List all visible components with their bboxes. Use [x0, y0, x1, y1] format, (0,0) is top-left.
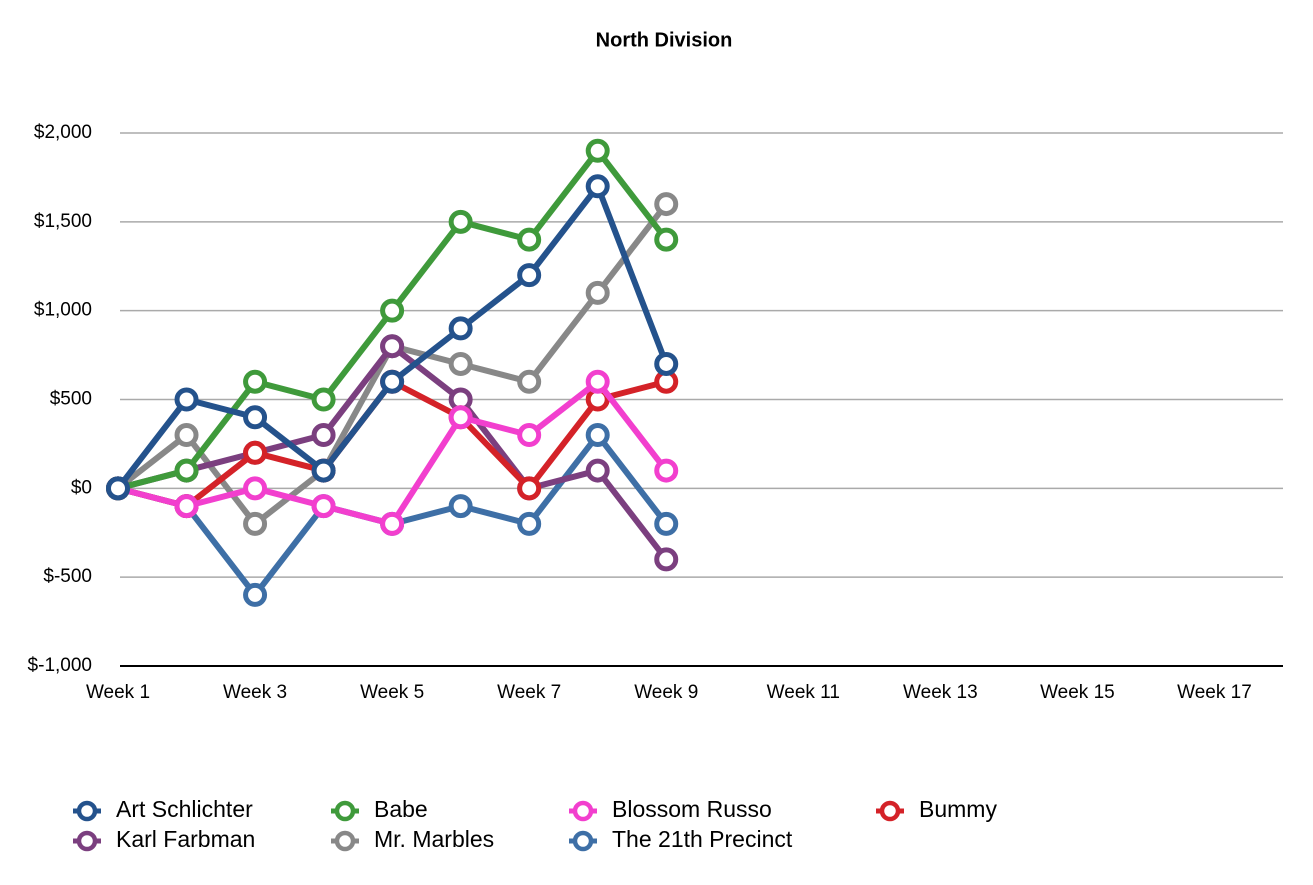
series: [106, 174, 679, 501]
y-tick-label: $-500: [43, 566, 92, 587]
x-tick-label: Week 15: [1040, 682, 1115, 703]
data-point: [380, 298, 405, 323]
data-point: [243, 582, 268, 607]
x-tick-label: Week 13: [903, 682, 978, 703]
data-point: [585, 280, 610, 305]
data-point: [243, 369, 268, 394]
data-point: [654, 511, 679, 536]
legend-swatch: [879, 800, 901, 822]
x-tick-label: Week 17: [1177, 682, 1252, 703]
x-tick-label: Week 3: [223, 682, 287, 703]
data-point: [311, 458, 336, 483]
legend-swatch: [334, 800, 356, 822]
x-tick-label: Week 7: [497, 682, 561, 703]
legend-label: Art Schlichter: [116, 796, 253, 822]
y-tick-label: $-1,000: [28, 655, 92, 676]
y-tick-label: $1,000: [34, 300, 92, 321]
data-point: [243, 440, 268, 465]
data-point: [654, 227, 679, 252]
data-point: [448, 405, 473, 430]
data-point: [380, 334, 405, 359]
data-point: [585, 423, 610, 448]
data-point: [106, 476, 130, 501]
series: [106, 192, 679, 536]
data-point: [517, 423, 542, 448]
legend-swatch: [76, 830, 98, 852]
data-point: [448, 494, 473, 519]
data-point: [517, 369, 542, 394]
chart-title: North Division: [596, 29, 733, 51]
series: [106, 138, 679, 501]
data-point: [174, 458, 199, 483]
legend-swatch: [334, 830, 356, 852]
data-point: [654, 547, 679, 572]
legend-label: Karl Farbman: [116, 826, 255, 852]
data-point: [311, 494, 336, 519]
data-point: [243, 511, 268, 536]
y-tick-label: $500: [50, 389, 92, 410]
data-point: [380, 511, 405, 536]
data-point: [654, 351, 679, 376]
x-tick-label: Week 9: [634, 682, 698, 703]
data-point: [174, 387, 199, 412]
data-point: [311, 387, 336, 412]
legend-label: Babe: [374, 796, 428, 822]
data-point: [585, 138, 610, 163]
x-tick-label: Week 11: [767, 682, 840, 703]
legend-label: Mr. Marbles: [374, 826, 494, 852]
data-point: [174, 423, 199, 448]
legend-swatch: [572, 830, 594, 852]
data-point: [517, 227, 542, 252]
data-point: [448, 351, 473, 376]
y-tick-label: $0: [71, 477, 92, 498]
data-point: [517, 511, 542, 536]
data-point: [654, 458, 679, 483]
data-point: [517, 263, 542, 288]
x-tick-label: Week 1: [86, 682, 150, 703]
data-point: [448, 316, 473, 341]
data-point: [243, 405, 268, 430]
data-point: [585, 369, 610, 394]
data-point: [380, 369, 405, 394]
data-point: [174, 494, 199, 519]
data-point: [311, 423, 336, 448]
data-point: [654, 192, 679, 217]
legend-label: Bummy: [919, 796, 997, 822]
data-point: [448, 209, 473, 234]
data-point: [517, 476, 542, 501]
data-point: [585, 174, 610, 199]
legend-swatch: [76, 800, 98, 822]
legend-swatch: [572, 800, 594, 822]
x-tick-label: Week 5: [360, 682, 424, 703]
data-point: [243, 476, 268, 501]
data-point: [585, 458, 610, 483]
y-tick-label: $1,500: [34, 211, 92, 232]
y-tick-label: $2,000: [34, 122, 92, 143]
legend-label: The 21th Precinct: [612, 826, 793, 852]
legend-label: Blossom Russo: [612, 796, 772, 822]
